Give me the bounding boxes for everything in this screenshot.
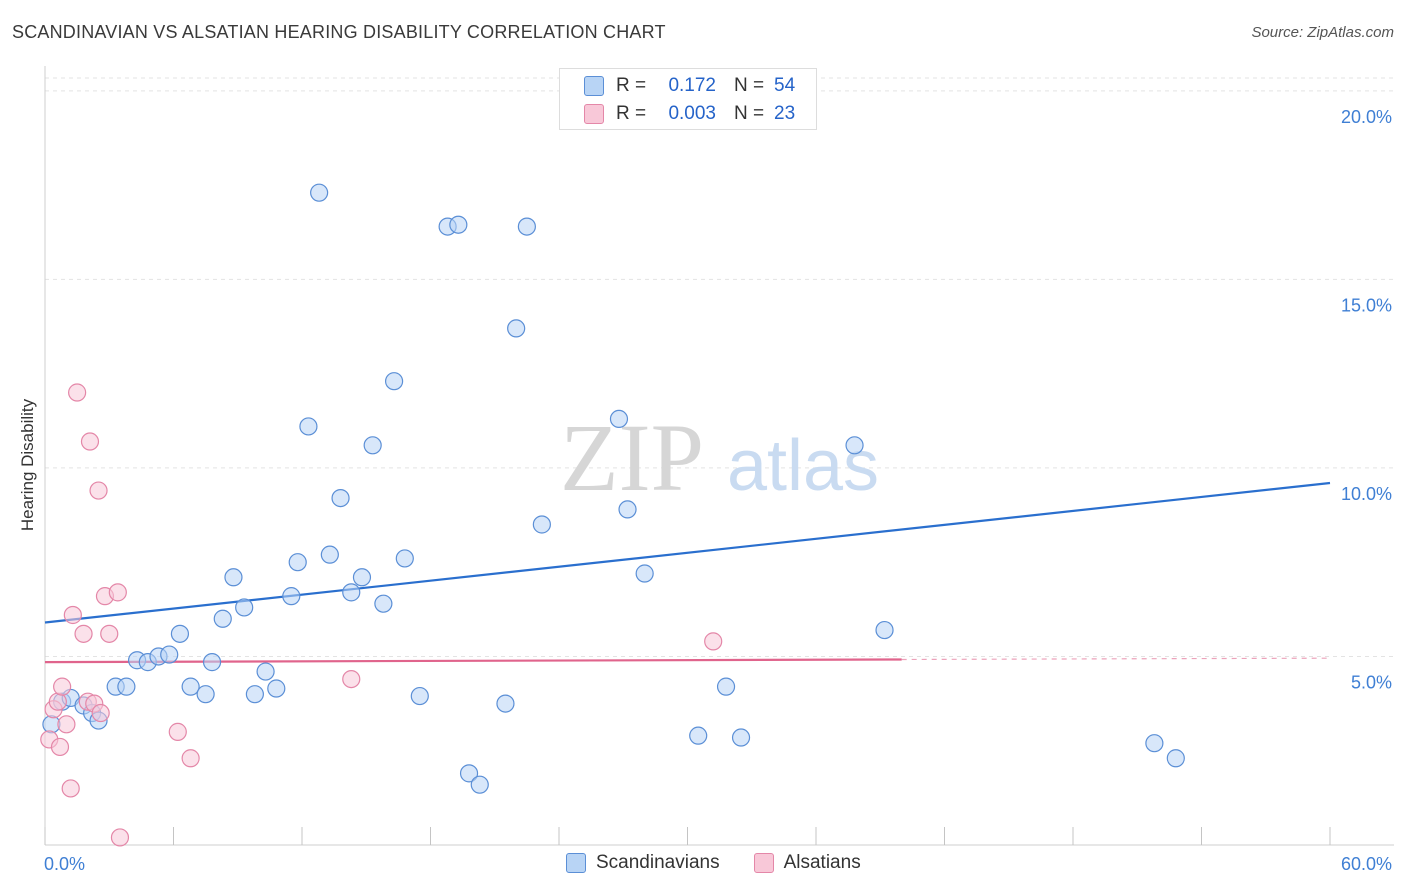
alsatians-trend-extension — [901, 657, 1331, 661]
x-tick-label-max: 60.0% — [1341, 854, 1392, 874]
scandinavian-point — [202, 653, 222, 672]
scandinavian-point — [170, 624, 190, 643]
scandinavian-point — [517, 217, 536, 236]
scandinavian-point — [731, 728, 751, 747]
scandinavian-point — [507, 319, 526, 338]
alsatian-point — [100, 624, 119, 643]
alsatian-point — [50, 737, 70, 757]
scandinavian-point — [618, 500, 637, 519]
stats-row-scandinavians: R = 0.172 N = 54 — [584, 73, 795, 99]
scandinavian-point — [689, 726, 708, 745]
legend-item-alsatians[interactable]: Alsatians — [753, 852, 861, 874]
scandinavian-point — [459, 764, 479, 783]
r-label: R = — [616, 75, 647, 96]
scandinavian-point — [470, 775, 489, 794]
scandinavian-point — [288, 553, 307, 572]
alsatian-point — [181, 749, 200, 768]
alsatians-swatch — [584, 104, 604, 124]
scandinavian-point — [384, 372, 404, 391]
r-value: 0.172 — [668, 75, 716, 96]
scandinavians-trend-line — [44, 481, 1331, 624]
scandinavian-point — [845, 436, 864, 455]
alsatian-point — [57, 715, 76, 734]
scandinavian-point — [196, 685, 215, 704]
chart-title: SCANDINAVIAN VS ALSATIAN HEARING DISABIL… — [12, 22, 666, 42]
alsatian-point — [74, 624, 93, 643]
scandinavian-point — [310, 183, 329, 202]
scandinavian-point — [875, 620, 894, 640]
alsatian-point — [342, 669, 361, 689]
scandinavian-point — [449, 215, 468, 234]
alsatian-point — [89, 481, 108, 500]
y-tick-label: 10.0% — [1341, 484, 1392, 504]
alsatian-point — [91, 703, 110, 723]
alsatian-point — [61, 779, 80, 798]
n-value: 23 — [774, 103, 796, 124]
r-label: R = — [616, 103, 647, 124]
legend-label: Alsatians — [783, 852, 861, 873]
scandinavian-point — [496, 694, 515, 713]
scandinavian-point — [267, 679, 286, 698]
scandinavian-point — [609, 409, 629, 429]
scandinavian-point — [1145, 734, 1164, 753]
legend-item-scandinavians[interactable]: Scandinavians — [566, 852, 720, 874]
scandinavian-point — [395, 549, 414, 568]
scandinavian-point — [320, 545, 339, 564]
n-label: N = — [734, 75, 765, 96]
grid-lines — [45, 77, 1394, 657]
axis-ticks: 5.0% 10.0% 15.0% 20.0% 0.0% 60.0% — [44, 107, 1392, 874]
scandinavian-point — [1166, 749, 1185, 768]
scandinavian-point — [245, 685, 264, 704]
y-tick-label: 20.0% — [1341, 107, 1392, 127]
scandinavian-point — [716, 677, 736, 696]
alsatian-point — [63, 605, 82, 625]
alsatian-point — [108, 583, 127, 602]
y-tick-label: 15.0% — [1341, 295, 1392, 315]
alsatians-trend-line — [44, 658, 902, 664]
alsatian-point — [110, 828, 130, 847]
scandinavian-point — [160, 645, 179, 664]
r-value: 0.003 — [668, 103, 716, 124]
alsatian-point — [48, 692, 67, 711]
scandinavian-point — [342, 583, 361, 602]
scandinavian-point — [410, 686, 429, 706]
alsatian-point — [80, 432, 100, 451]
scandinavian-point — [374, 594, 393, 613]
alsatian-point — [704, 632, 723, 651]
scandinavian-point — [117, 677, 136, 696]
scandinavian-point — [282, 587, 301, 606]
scandinavian-point — [256, 662, 275, 681]
alsatians-swatch — [753, 853, 774, 873]
source-label: Source: ZipAtlas.com — [1251, 24, 1394, 41]
scandinavian-point — [181, 677, 200, 696]
scandinavian-point — [331, 488, 350, 508]
scandinavian-point — [235, 598, 254, 617]
trend-lines — [44, 481, 1331, 664]
scandinavians-swatch — [566, 853, 586, 873]
alsatian-point — [68, 383, 87, 402]
scandinavian-point — [224, 568, 243, 587]
scandinavian-point — [532, 515, 551, 534]
scandinavian-point — [299, 417, 318, 436]
scandinavian-point — [213, 609, 232, 628]
alsatian-point — [168, 722, 187, 741]
n-label: N = — [734, 103, 765, 124]
scandinavian-point — [635, 564, 654, 583]
watermark-zip: ZIP — [560, 404, 704, 511]
stats-legend: R = 0.172 N = 54 R = 0.003 N = 23 — [559, 68, 817, 130]
scandinavian-point — [352, 568, 372, 587]
scandinavian-point — [363, 436, 382, 455]
n-value: 54 — [774, 75, 796, 96]
axes — [44, 66, 1394, 846]
y-tick-label: 5.0% — [1351, 672, 1392, 692]
series-legend: Scandinavians Alsatians — [566, 852, 895, 874]
legend-label: Scandinavians — [596, 852, 720, 873]
x-tick-label-min: 0.0% — [44, 854, 85, 874]
alsatian-point — [53, 677, 72, 696]
data-points — [40, 81, 1185, 847]
stats-row-alsatians: R = 0.003 N = 23 — [584, 101, 795, 127]
scandinavians-swatch — [584, 76, 604, 96]
